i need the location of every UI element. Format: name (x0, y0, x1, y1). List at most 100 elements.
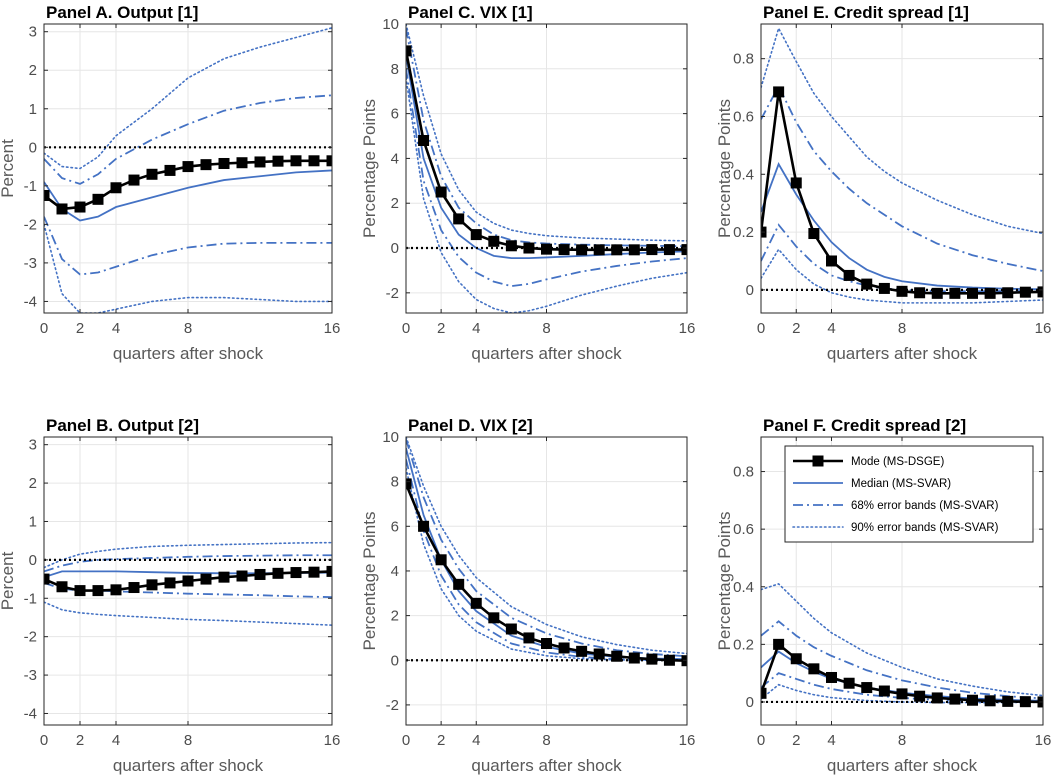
mode-marker (128, 174, 140, 186)
band68-lower-line (761, 672, 1043, 703)
y-axis-label: Percentage Points (715, 512, 734, 651)
y-tick-label: 0.4 (733, 579, 754, 596)
mode-marker (790, 653, 802, 665)
mode-marker (646, 244, 658, 256)
y-tick-label: -1 (24, 590, 37, 607)
y-tick-label: -2 (24, 629, 37, 646)
mode-marker (74, 585, 86, 597)
mode-marker (628, 652, 640, 664)
y-tick-label: -1 (24, 178, 37, 195)
band90-lower-line (406, 76, 687, 313)
y-tick-label: 0.6 (733, 108, 754, 125)
band90-upper-line (44, 27, 332, 170)
mode-marker (164, 577, 176, 589)
mode-marker (182, 575, 194, 587)
legend-item-median: Median (MS-SVAR) (793, 478, 951, 490)
mode-marker (984, 695, 996, 707)
y-tick-label: 0 (29, 552, 37, 569)
legend-label: Mode (MS-DSGE) (851, 456, 944, 468)
x-tick-label: 8 (542, 320, 550, 337)
mode-marker (984, 287, 996, 299)
legend-marker (812, 455, 824, 467)
mode-marker (1019, 696, 1031, 708)
mode-marker (290, 155, 302, 167)
band90-upper-line (761, 582, 1043, 697)
y-axis-label: Percent (0, 551, 17, 610)
x-tick-label: 8 (542, 732, 550, 749)
mode-marker (110, 584, 122, 596)
mode-marker (611, 244, 623, 256)
band68-upper-line (761, 620, 1043, 700)
y-axis-label: Percentage Points (360, 99, 379, 238)
panel-e: 0 2 4 8 16 0 0.2 0.4 0.6 0.8 Panel E. Credit sprea… (715, 3, 1051, 363)
band90-upper-line (406, 437, 687, 655)
series-group (44, 27, 332, 313)
mode-marker (1037, 286, 1043, 298)
mode-marker (453, 213, 465, 225)
mode-marker (878, 685, 890, 697)
y-tick-label: 4 (391, 563, 399, 580)
y-tick-label: -2 (386, 697, 399, 714)
x-tick-label: 0 (757, 320, 765, 337)
x-tick-label: 16 (324, 732, 341, 749)
mode-marker (74, 201, 86, 213)
y-tick-label: 1 (29, 101, 37, 118)
mode-marker (254, 568, 266, 580)
mode-marker (949, 287, 961, 299)
mode-marker (290, 567, 302, 579)
mode-marker (878, 282, 890, 294)
band68-lower-line (44, 216, 332, 276)
panel-a: 0 2 4 8 16 -4 -3 -2 -1 0 1 2 3 Panel A. Output [1] qua… (0, 3, 340, 363)
y-axis-label: Percentage Points (715, 99, 734, 238)
mode-marker (611, 650, 623, 662)
x-axis-label: quarters after shock (471, 756, 622, 775)
mode-marker (843, 677, 855, 689)
x-tick-label: 16 (1035, 732, 1052, 749)
legend-label: 68% error bands (MS-SVAR) (851, 500, 999, 512)
mode-marker (861, 278, 873, 290)
y-tick-label: 6 (391, 518, 399, 535)
median-line (761, 162, 1043, 291)
band68-upper-line (761, 84, 1043, 272)
band68-upper-line (44, 554, 332, 573)
mode-marker (576, 645, 588, 657)
mode-marker (488, 235, 500, 247)
mode-marker (272, 567, 284, 579)
band68-lower-line (44, 582, 332, 599)
x-tick-label: 2 (76, 320, 84, 337)
mode-marker (435, 186, 447, 198)
median-line (44, 169, 332, 222)
x-tick-label: 8 (184, 320, 192, 337)
y-tick-label: -2 (386, 285, 399, 302)
mode-marker (808, 228, 820, 240)
mode-marker (628, 244, 640, 256)
mode-marker (164, 164, 176, 176)
band68-lower-line (406, 68, 687, 288)
x-tick-label: 4 (827, 320, 835, 337)
x-tick-label: 16 (1035, 320, 1052, 337)
mode-marker (1002, 695, 1014, 707)
band90-lower-line (761, 248, 1043, 304)
y-tick-label: 4 (391, 150, 399, 167)
mode-marker (326, 565, 332, 577)
y-tick-label: 0.4 (733, 166, 754, 183)
series-group (406, 437, 687, 667)
x-tick-label: 0 (40, 732, 48, 749)
mode-marker (593, 244, 605, 256)
y-tick-label: 2 (391, 608, 399, 625)
y-tick-label: 10 (382, 16, 399, 33)
y-tick-label: 0.2 (733, 636, 754, 653)
x-tick-label: 2 (792, 732, 800, 749)
x-tick-label: 4 (112, 320, 120, 337)
mode-marker (182, 161, 194, 173)
x-tick-label: 8 (184, 732, 192, 749)
mode-marker (200, 573, 212, 585)
mode-marker (558, 244, 570, 256)
mode-marker (663, 244, 675, 256)
x-tick-label: 16 (679, 732, 696, 749)
band90-lower-line (44, 223, 332, 313)
legend: Mode (MS-DSGE) Median (MS-SVAR) 68% error … (784, 445, 1034, 543)
y-tick-label: 8 (391, 61, 399, 78)
series-group (761, 26, 1043, 304)
mode-marker (236, 570, 248, 582)
